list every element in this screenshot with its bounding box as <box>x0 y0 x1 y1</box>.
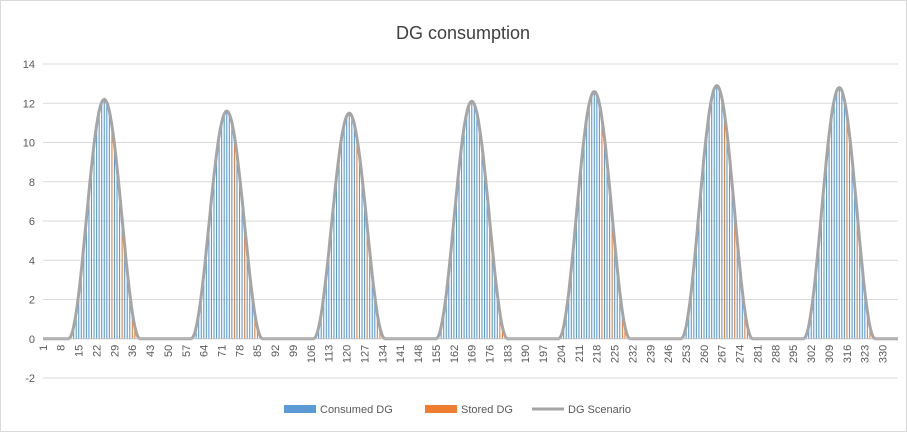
x-tick-label: 71 <box>217 345 229 357</box>
x-tick-label: 288 <box>770 345 782 363</box>
x-tick-label: 225 <box>610 345 622 363</box>
y-tick-label: 4 <box>29 255 35 267</box>
legend: Consumed DG Stored DG DG Scenario <box>284 404 631 416</box>
x-tick-label: 141 <box>395 345 407 363</box>
x-tick-label: 316 <box>842 345 854 363</box>
bars-layer <box>70 85 874 339</box>
x-tick-label: 246 <box>663 345 675 363</box>
dg-scenario-line <box>42 84 899 341</box>
y-tick-label: 2 <box>29 295 35 307</box>
x-tick-label: 15 <box>74 345 86 357</box>
x-tick-label: 197 <box>538 345 550 363</box>
x-tick-label: 92 <box>270 345 282 357</box>
x-tick-label: 253 <box>681 345 693 363</box>
x-tick-label: 29 <box>109 345 121 357</box>
x-tick-label: 260 <box>699 345 711 363</box>
x-tick-label: 302 <box>806 345 818 363</box>
x-tick-label: 267 <box>717 345 729 363</box>
x-tick-label: 169 <box>467 345 479 363</box>
x-tick-label: 281 <box>752 345 764 363</box>
x-tick-label: 155 <box>431 345 443 363</box>
y-tick-label: 8 <box>29 177 35 189</box>
x-tick-label: 309 <box>824 345 836 363</box>
x-tick-label: 57 <box>181 345 193 357</box>
x-tick-label: 43 <box>145 345 157 357</box>
x-tick-label: 1 <box>38 345 50 351</box>
y-tick-label: 14 <box>23 59 35 71</box>
legend-label: Stored DG <box>461 404 513 416</box>
x-tick-label: 176 <box>484 345 496 363</box>
x-tick-label: 127 <box>359 345 371 363</box>
legend-swatch <box>425 405 457 413</box>
x-tick-label: 64 <box>199 345 211 357</box>
x-tick-label: 330 <box>878 345 890 363</box>
x-tick-label: 218 <box>592 345 604 363</box>
legend-swatch <box>284 405 316 413</box>
x-tick-label: 120 <box>342 345 354 363</box>
x-tick-label: 162 <box>449 345 461 363</box>
x-tick-label: 50 <box>163 345 175 357</box>
x-tick-label: 113 <box>324 345 336 363</box>
x-tick-label: 204 <box>556 345 568 363</box>
y-tick-label: 0 <box>29 334 35 346</box>
x-tick-label: 323 <box>860 345 872 363</box>
scenario-line-layer <box>42 84 899 341</box>
x-tick-label: 148 <box>413 345 425 363</box>
x-tick-label: 232 <box>627 345 639 363</box>
x-tick-label: 239 <box>645 345 657 363</box>
x-tick-label: 274 <box>735 345 747 363</box>
x-tick-label: 36 <box>127 345 139 357</box>
y-tick-label: -2 <box>25 373 35 385</box>
x-tick-label: 106 <box>306 345 318 363</box>
x-tick-label: 22 <box>91 345 103 357</box>
y-tick-label: 6 <box>29 216 35 228</box>
chart-title: DG consumption <box>396 23 530 43</box>
x-tick-label: 78 <box>234 345 246 357</box>
gridlines <box>43 63 898 379</box>
x-tick-label: 190 <box>520 345 532 363</box>
legend-label: Consumed DG <box>320 404 393 416</box>
x-tick-label: 211 <box>574 345 586 363</box>
x-tick-label: 99 <box>288 345 300 357</box>
y-tick-label: 12 <box>23 98 35 110</box>
y-tick-label: 10 <box>23 138 35 150</box>
x-tick-label: 295 <box>788 345 800 363</box>
x-tick-label: 8 <box>56 345 68 351</box>
x-tick-label: 85 <box>252 345 264 357</box>
x-tick-label: 183 <box>502 345 514 363</box>
legend-label: DG Scenario <box>568 404 631 416</box>
x-tick-label: 134 <box>377 345 389 363</box>
